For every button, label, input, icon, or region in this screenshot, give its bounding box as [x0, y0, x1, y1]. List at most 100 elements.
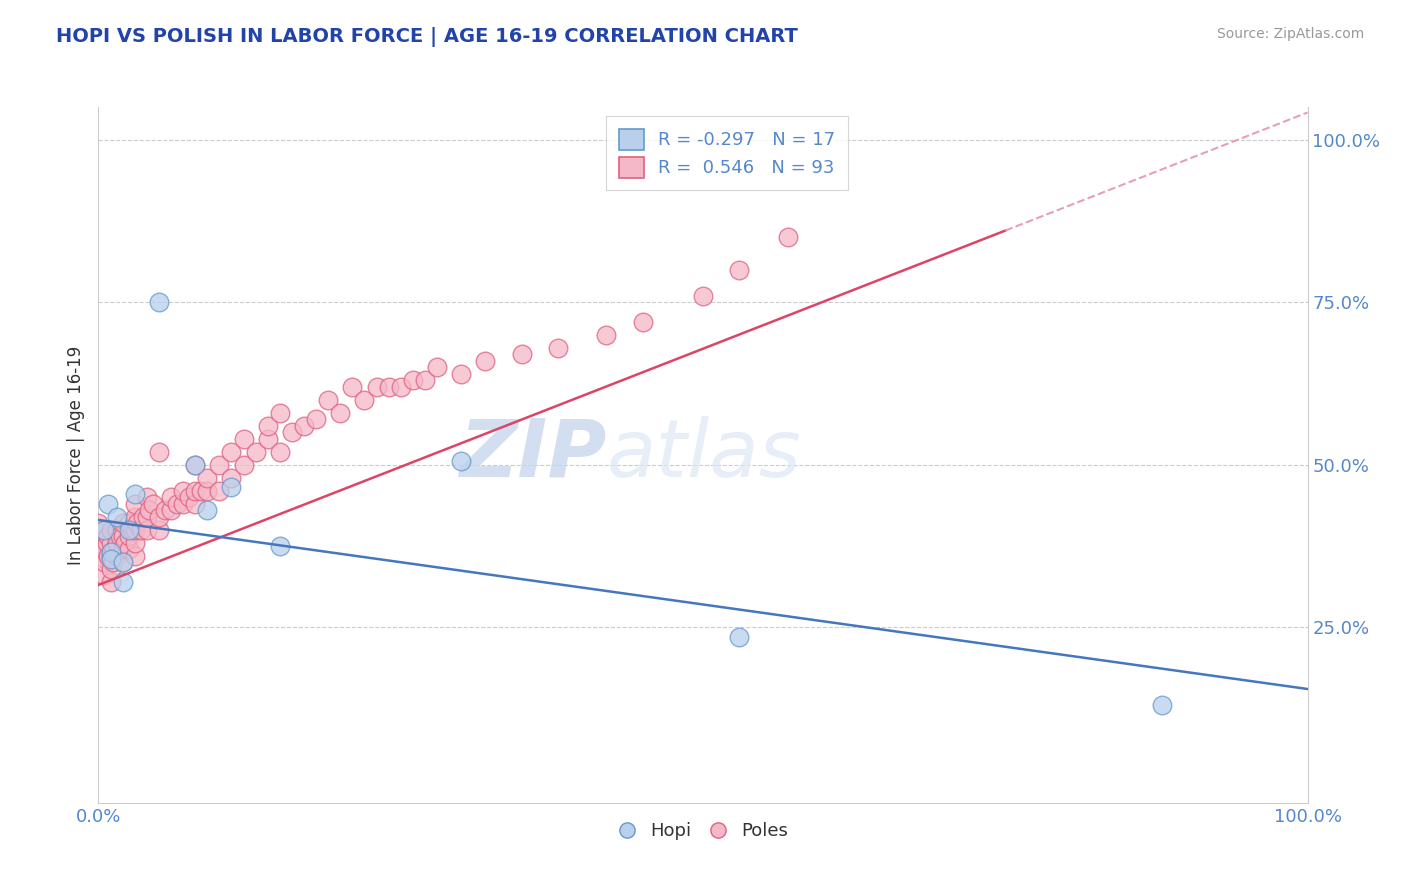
Point: [103, 542, 125, 557]
Point: [728, 262, 751, 277]
Point: [269, 406, 291, 420]
Point: [129, 523, 152, 537]
Point: [269, 444, 291, 458]
Point: [105, 549, 128, 563]
Point: [111, 574, 134, 589]
Point: [221, 471, 243, 485]
Point: [195, 471, 218, 485]
Point: [148, 444, 170, 458]
Point: [1152, 698, 1174, 713]
Point: [100, 574, 122, 589]
Point: [342, 379, 364, 393]
Point: [87, 542, 110, 557]
Point: [138, 503, 160, 517]
Point: [105, 523, 128, 537]
Point: [97, 549, 120, 563]
Point: [366, 379, 388, 393]
Text: atlas: atlas: [606, 416, 801, 494]
Text: HOPI VS POLISH IN LABOR FORCE | AGE 16-19 CORRELATION CHART: HOPI VS POLISH IN LABOR FORCE | AGE 16-1…: [56, 27, 799, 46]
Point: [305, 412, 328, 426]
Point: [256, 432, 278, 446]
Point: [124, 487, 146, 501]
Point: [776, 230, 799, 244]
Point: [93, 523, 115, 537]
Point: [281, 425, 304, 439]
Point: [402, 373, 425, 387]
Point: [172, 497, 194, 511]
Point: [135, 490, 157, 504]
Point: [118, 516, 141, 531]
Point: [87, 549, 110, 563]
Point: [245, 444, 267, 458]
Point: [179, 490, 201, 504]
Point: [160, 490, 183, 504]
Point: [93, 555, 115, 569]
Point: [93, 568, 115, 582]
Point: [184, 458, 207, 472]
Point: [111, 555, 134, 569]
Point: [728, 630, 751, 644]
Point: [595, 327, 617, 342]
Point: [124, 497, 146, 511]
Point: [100, 523, 122, 537]
Point: [87, 535, 110, 549]
Point: [105, 535, 128, 549]
Point: [148, 295, 170, 310]
Point: [195, 483, 218, 498]
Point: [93, 542, 115, 557]
Point: [111, 529, 134, 543]
Point: [111, 542, 134, 557]
Point: [87, 523, 110, 537]
Point: [256, 418, 278, 433]
Point: [450, 454, 472, 468]
Point: [124, 523, 146, 537]
Point: [114, 535, 136, 549]
Point: [100, 549, 122, 563]
Point: [190, 483, 212, 498]
Point: [96, 535, 118, 549]
Point: [127, 516, 149, 531]
Point: [195, 503, 218, 517]
Point: [172, 483, 194, 498]
Point: [450, 367, 472, 381]
Point: [118, 529, 141, 543]
Point: [124, 509, 146, 524]
Point: [329, 406, 352, 420]
Point: [118, 542, 141, 557]
Point: [692, 288, 714, 302]
Legend: Hopi, Poles: Hopi, Poles: [609, 814, 797, 849]
Point: [124, 549, 146, 563]
Point: [377, 379, 399, 393]
Point: [353, 392, 375, 407]
Point: [87, 516, 110, 531]
Point: [547, 341, 569, 355]
Text: Source: ZipAtlas.com: Source: ZipAtlas.com: [1216, 27, 1364, 41]
Point: [153, 503, 176, 517]
Point: [108, 529, 131, 543]
Point: [97, 497, 120, 511]
Point: [118, 523, 141, 537]
Point: [184, 458, 207, 472]
Point: [208, 483, 231, 498]
Point: [166, 497, 188, 511]
Y-axis label: In Labor Force | Age 16-19: In Labor Force | Age 16-19: [66, 345, 84, 565]
Text: ZIP: ZIP: [458, 416, 606, 494]
Point: [101, 555, 124, 569]
Point: [184, 497, 207, 511]
Point: [135, 523, 157, 537]
Point: [124, 535, 146, 549]
Point: [100, 535, 122, 549]
Point: [184, 483, 207, 498]
Point: [510, 347, 533, 361]
Point: [97, 529, 120, 543]
Point: [100, 552, 122, 566]
Point: [132, 509, 155, 524]
Point: [148, 509, 170, 524]
Point: [389, 379, 412, 393]
Point: [208, 458, 231, 472]
Point: [413, 373, 436, 387]
Point: [292, 418, 315, 433]
Point: [232, 458, 254, 472]
Point: [100, 562, 122, 576]
Point: [221, 444, 243, 458]
